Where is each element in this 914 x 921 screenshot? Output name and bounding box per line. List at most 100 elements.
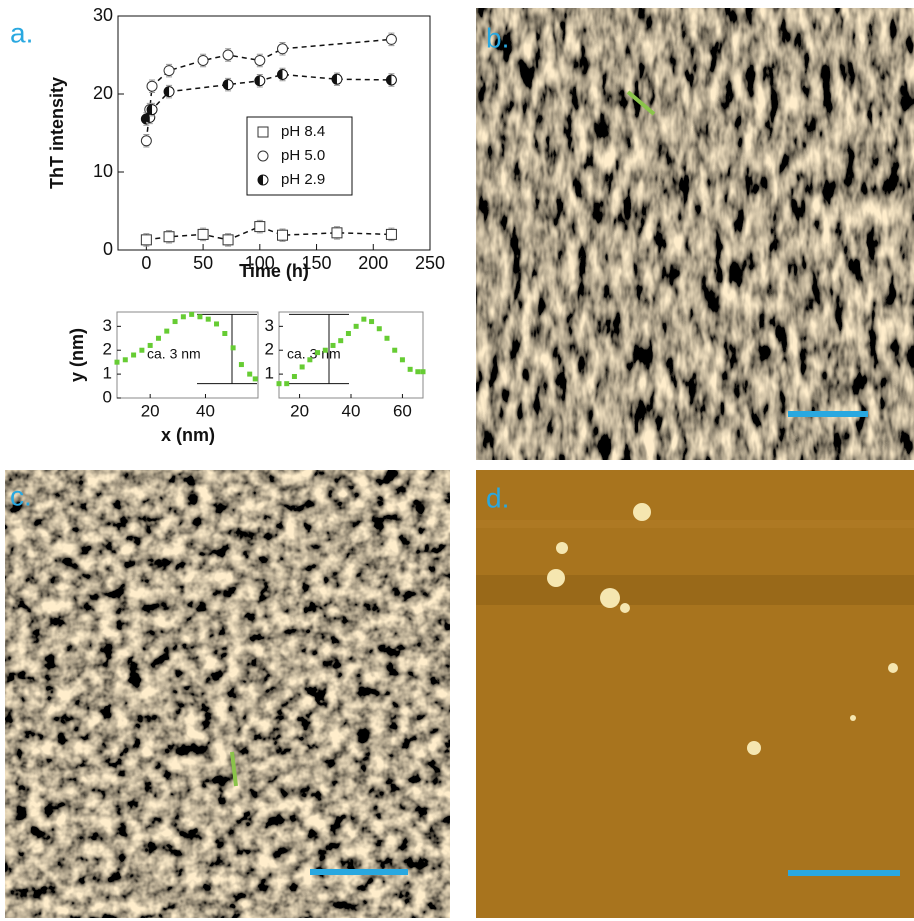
marker	[332, 228, 342, 238]
annotation: ca. 3 nm	[287, 346, 341, 362]
marker	[386, 75, 396, 85]
marker-half	[255, 76, 260, 86]
panel-label: a.	[10, 17, 33, 48]
marker	[173, 319, 178, 324]
marker	[147, 105, 157, 115]
marker	[400, 357, 405, 362]
marker	[198, 229, 208, 239]
marker	[386, 34, 396, 44]
legend-entry: pH 5.0	[281, 147, 325, 164]
marker	[284, 381, 289, 386]
marker	[148, 343, 153, 348]
y-tick-label: 20	[93, 83, 113, 103]
x-tick-label: 20	[290, 401, 309, 420]
marker	[338, 338, 343, 343]
marker	[164, 66, 174, 76]
fit-line	[146, 75, 391, 119]
y-tick-label: 2	[103, 340, 112, 359]
marker-half	[223, 80, 228, 90]
marker	[361, 317, 366, 322]
marker	[415, 369, 420, 374]
x-tick-label: 200	[358, 253, 388, 273]
marker	[214, 321, 219, 326]
marker	[278, 44, 288, 54]
marker-half	[386, 75, 391, 85]
marker	[392, 348, 397, 353]
marker	[181, 314, 186, 319]
marker	[354, 324, 359, 329]
x-tick-label: 250	[415, 253, 445, 273]
marker	[231, 345, 236, 350]
marker	[346, 331, 351, 336]
marker	[315, 350, 320, 355]
legend-marker	[258, 151, 268, 161]
marker	[141, 136, 151, 146]
x-axis-label: x (nm)	[161, 425, 215, 445]
marker	[123, 357, 128, 362]
marker	[156, 336, 161, 341]
marker	[189, 312, 194, 317]
marker	[421, 369, 426, 374]
marker	[115, 360, 120, 365]
marker-half	[278, 70, 283, 80]
afm-image-b	[476, 8, 914, 460]
marker	[164, 232, 174, 242]
marker	[385, 336, 390, 341]
marker	[253, 376, 258, 381]
marker	[331, 343, 336, 348]
marker	[164, 329, 169, 334]
marker	[408, 367, 413, 372]
marker	[147, 81, 157, 91]
marker	[377, 326, 382, 331]
marker	[300, 364, 305, 369]
x-tick-label: 60	[393, 401, 412, 420]
marker	[292, 374, 297, 379]
figure: a. b. c. d. 0501001502002500102030Time (…	[0, 0, 914, 921]
marker	[386, 229, 396, 239]
x-tick-label: 0	[141, 253, 151, 273]
y-tick-label: 3	[103, 316, 112, 335]
marker	[277, 381, 282, 386]
afm-image-d	[476, 470, 914, 918]
panel-label: d.	[486, 482, 509, 513]
marker	[222, 331, 227, 336]
marker	[197, 314, 202, 319]
marker	[141, 235, 151, 245]
y-tick-label: 1	[265, 364, 274, 383]
y-tick-label: 0	[103, 387, 112, 406]
marker	[278, 230, 288, 240]
annotation: ca. 3 nm	[147, 346, 201, 362]
marker	[139, 348, 144, 353]
fit-line	[146, 227, 391, 240]
marker	[223, 80, 233, 90]
marker	[278, 70, 288, 80]
x-tick-label: 40	[342, 401, 361, 420]
panel-label: b.	[486, 22, 509, 53]
x-axis-label: Time (h)	[239, 261, 309, 281]
marker	[255, 55, 265, 65]
y-axis-label: y (nm)	[67, 328, 87, 382]
marker	[206, 317, 211, 322]
marker	[255, 76, 265, 86]
marker	[247, 372, 252, 377]
x-tick-label: 40	[196, 401, 215, 420]
legend-entry: pH 2.9	[281, 171, 325, 188]
x-tick-label: 20	[141, 401, 160, 420]
marker	[198, 55, 208, 65]
y-tick-label: 10	[93, 161, 113, 181]
afm-image-c	[5, 470, 450, 918]
y-tick-label: 2	[265, 340, 274, 359]
marker	[369, 319, 374, 324]
marker	[223, 50, 233, 60]
y-axis-label: ThT intensity	[47, 77, 67, 189]
legend-entry: pH 8.4	[281, 123, 325, 140]
y-tick-label: 30	[93, 5, 113, 25]
marker	[131, 353, 136, 358]
y-tick-label: 1	[103, 364, 112, 383]
marker	[332, 74, 342, 84]
legend-marker	[258, 127, 268, 137]
marker	[239, 362, 244, 367]
marker	[323, 348, 328, 353]
marker	[164, 87, 174, 97]
marker	[255, 222, 265, 232]
